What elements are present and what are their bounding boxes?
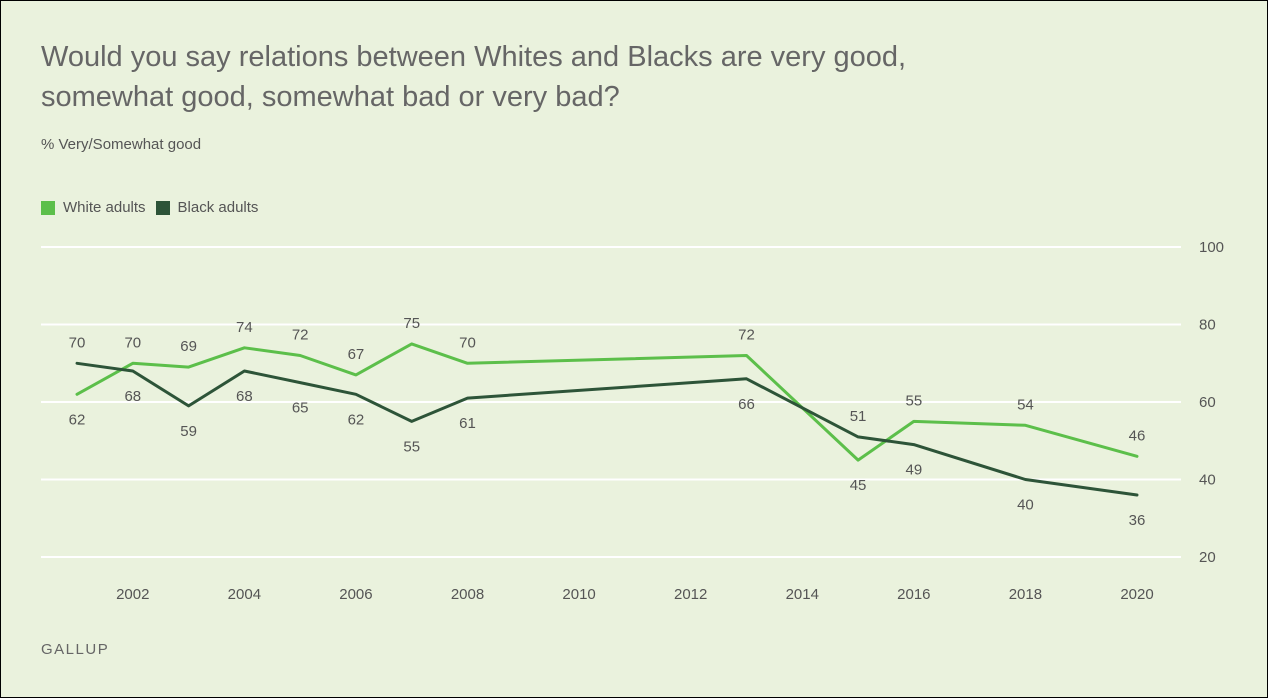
data-label-white-adults-2020: 46 [1129, 427, 1146, 444]
y-tick-label-80: 80 [1199, 317, 1216, 334]
legend-label-black-adults: Black adults [177, 199, 259, 216]
legend-swatch-white-adults [41, 200, 55, 215]
data-label-black-adults-2020: 36 [1129, 512, 1146, 529]
data-label-black-adults-2018: 40 [1017, 497, 1034, 514]
x-tick-label-2016: 2016 [897, 586, 930, 603]
data-label-white-adults-2004: 74 [236, 319, 253, 336]
series-line-black-adults [75, 361, 1139, 497]
x-tick-label-2014: 2014 [786, 586, 819, 603]
legend-swatch-black-adults [155, 200, 170, 215]
data-label-black-adults-2008: 61 [459, 415, 476, 432]
data-label-white-adults-2015: 45 [850, 477, 867, 494]
data-label-white-adults-2018: 54 [1017, 396, 1034, 413]
data-label-white-adults-2008: 70 [459, 334, 476, 351]
data-label-white-adults-2003: 69 [180, 338, 197, 355]
y-tick-label-100: 100 [1199, 239, 1224, 256]
series-line-white-adults [75, 342, 1139, 462]
data-label-black-adults-2003: 59 [180, 423, 197, 440]
data-label-black-adults-2004: 68 [236, 388, 253, 405]
data-label-white-adults-2001: 62 [69, 411, 86, 428]
x-tick-label-2006: 2006 [339, 586, 372, 603]
data-label-black-adults-2007: 55 [403, 438, 420, 455]
legend: White adults Black adults [41, 199, 268, 216]
data-label-black-adults-2013: 66 [738, 396, 755, 413]
y-tick-label-20: 20 [1199, 549, 1216, 566]
x-tick-label-2020: 2020 [1120, 586, 1153, 603]
x-tick-label-2008: 2008 [451, 586, 484, 603]
legend-item-black-adults: Black adults [155, 199, 259, 216]
x-tick-label-2018: 2018 [1009, 586, 1042, 603]
x-tick-label-2012: 2012 [674, 586, 707, 603]
y-tick-label-40: 40 [1199, 472, 1216, 489]
x-tick-label-2010: 2010 [562, 586, 595, 603]
source-label: GALLUP [41, 641, 110, 658]
y-tick-label-60: 60 [1199, 394, 1216, 411]
x-tick-label-2002: 2002 [116, 586, 149, 603]
data-label-black-adults-2005: 65 [292, 400, 309, 417]
data-label-white-adults-2016: 55 [905, 392, 922, 409]
data-label-black-adults-2006: 62 [348, 411, 365, 428]
data-label-black-adults-2015: 51 [850, 408, 867, 425]
x-tick-label-2004: 2004 [228, 586, 261, 603]
legend-item-white-adults: White adults [41, 199, 146, 216]
data-label-white-adults-2002: 70 [124, 334, 141, 351]
chart-subtitle: % Very/Somewhat good [41, 136, 202, 153]
legend-label-white-adults: White adults [63, 199, 146, 216]
chart-title: Would you say relations between Whites a… [41, 41, 907, 113]
data-label-black-adults-2016: 49 [905, 462, 922, 479]
data-label-black-adults-2001: 70 [69, 334, 86, 351]
data-label-black-adults-2002: 68 [124, 388, 141, 405]
data-label-white-adults-2013: 72 [738, 327, 755, 344]
data-label-white-adults-2006: 67 [348, 346, 365, 363]
data-label-white-adults-2007: 75 [403, 315, 420, 332]
data-label-white-adults-2005: 72 [292, 327, 309, 344]
